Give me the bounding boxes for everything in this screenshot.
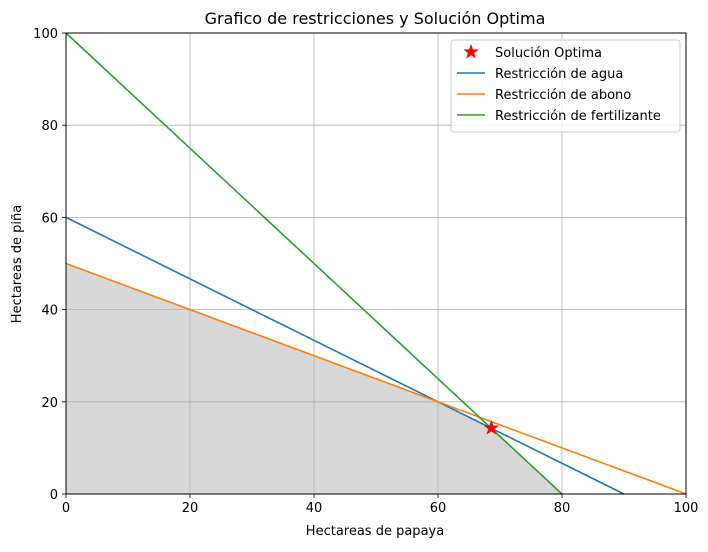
y-tick-label: 100 (33, 27, 58, 42)
optimal-marker-group (483, 419, 500, 435)
series-line-2 (65, 262, 687, 495)
legend-entry-label: Restricción de fertilizante (495, 109, 661, 124)
chart-title: Grafico de restricciones y Solución Opti… (205, 9, 546, 28)
legend: Solución Optima Restricción de agua Restri… (450, 39, 681, 133)
y-tick-label: 60 (41, 211, 58, 226)
y-tick-label: 40 (41, 304, 58, 319)
legend-entry-label: Restricción de agua (495, 67, 623, 82)
y-axis-label: Hectareas de piña (10, 205, 25, 323)
legend-box (450, 39, 681, 133)
y-tick-label: 80 (41, 119, 58, 134)
x-tick-label: 0 (62, 501, 70, 516)
series-line-1 (65, 216, 625, 495)
y-tick-label: 20 (41, 396, 58, 411)
plot-frame (65, 32, 687, 495)
x-tick-label: 40 (306, 501, 323, 516)
x-tick-label: 80 (554, 501, 571, 516)
x-tick-label: 100 (674, 501, 699, 516)
x-tick-label: 60 (430, 501, 447, 516)
x-tick-label: 20 (182, 501, 199, 516)
legend-marker-star (463, 43, 479, 59)
legend-entry-label: Solución Optima (495, 46, 602, 61)
optimal-point-star (483, 419, 500, 435)
legend-entry-label: Restricción de abono (495, 88, 631, 103)
x-axis-label: Hectareas de papaya (306, 524, 444, 539)
series-line-3 (65, 32, 563, 495)
series-lines (65, 32, 687, 495)
axis-ticks: 0 20 40 60 80 100 0 20 40 60 80 100 (33, 27, 698, 516)
y-tick-label: 0 (50, 488, 58, 503)
